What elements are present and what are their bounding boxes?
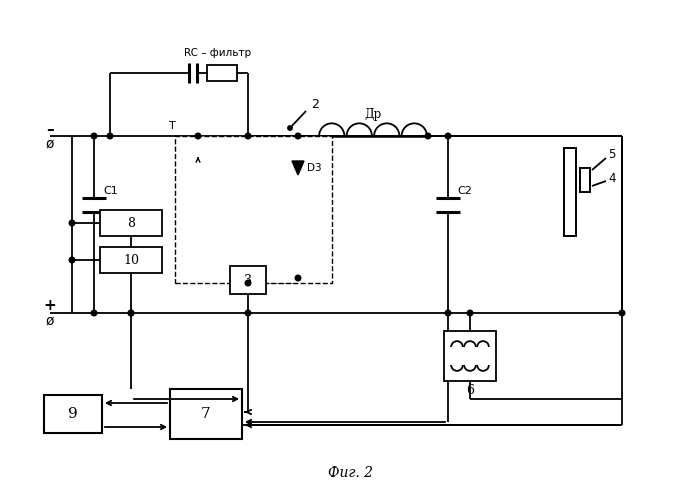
Text: 3: 3 [244,273,252,287]
Circle shape [288,126,292,130]
Text: 2: 2 [311,98,319,110]
Circle shape [69,220,75,226]
Text: RC – фильтр: RC – фильтр [185,48,252,58]
Circle shape [295,133,301,139]
Text: Фиг. 2: Фиг. 2 [328,466,373,480]
Text: 8: 8 [127,217,135,229]
Polygon shape [292,161,304,175]
Text: –: – [46,121,54,136]
Text: C1: C1 [103,186,118,195]
Bar [230,266,266,294]
Bar [100,247,162,273]
Circle shape [91,133,96,139]
Bar [175,136,332,283]
Circle shape [107,133,113,139]
Bar [444,331,496,381]
Text: T: T [168,121,175,131]
Circle shape [295,275,301,281]
Circle shape [467,310,473,316]
Text: 10: 10 [123,253,139,267]
Bar [100,210,162,236]
Circle shape [195,133,201,139]
Bar [44,395,102,433]
Circle shape [91,310,96,316]
Text: 7: 7 [201,407,211,421]
Circle shape [69,257,75,263]
Circle shape [619,310,625,316]
Bar [580,168,590,192]
Text: D3: D3 [307,163,322,173]
Text: ø: ø [45,314,55,328]
Text: 5: 5 [608,147,616,161]
Text: 9: 9 [68,407,78,421]
Circle shape [445,310,451,316]
Bar [170,389,242,439]
Text: 6: 6 [466,384,474,398]
Circle shape [245,280,251,286]
Circle shape [245,133,251,139]
Circle shape [128,310,134,316]
Circle shape [245,310,251,316]
Bar [207,65,237,81]
Text: +: + [43,299,57,313]
Circle shape [425,133,431,139]
Text: C2: C2 [458,186,473,195]
Circle shape [128,310,134,316]
Circle shape [445,133,451,139]
Text: Дp: Дp [364,108,382,120]
Bar [564,148,576,236]
Text: ø: ø [45,137,55,151]
Text: 4: 4 [608,171,616,185]
